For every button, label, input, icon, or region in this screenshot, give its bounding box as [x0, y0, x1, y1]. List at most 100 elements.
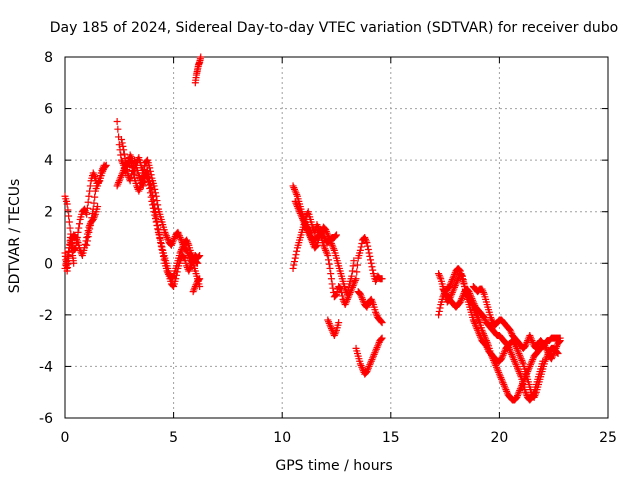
data-point [363, 239, 371, 247]
data-point [157, 236, 165, 244]
data-point [314, 222, 322, 230]
data-point [75, 220, 83, 228]
data-point [89, 205, 97, 213]
data-point [324, 252, 332, 260]
data-point [472, 323, 480, 331]
data-point [135, 187, 143, 195]
data-point [136, 185, 144, 193]
series-pass-8 [189, 275, 204, 296]
data-point [516, 369, 524, 377]
data-point [66, 224, 74, 232]
data-point [514, 392, 521, 400]
data-point [553, 343, 561, 351]
data-point [330, 245, 338, 253]
data-point [183, 236, 191, 244]
data-point [136, 184, 144, 192]
data-point [326, 264, 334, 272]
data-point [319, 241, 327, 249]
data-point [515, 350, 523, 358]
data-point [510, 356, 518, 364]
data-point [153, 221, 161, 229]
data-point [86, 225, 94, 233]
data-point [502, 386, 510, 394]
data-point [446, 281, 454, 289]
data-point [477, 333, 485, 341]
data-point [333, 231, 340, 239]
data-point [472, 321, 480, 329]
data-point [300, 218, 308, 226]
data-point [471, 319, 479, 327]
data-point [516, 351, 524, 359]
data-point [366, 252, 374, 260]
data-point [364, 242, 372, 250]
data-point [115, 177, 123, 185]
data-point [176, 249, 184, 257]
data-point [87, 218, 95, 226]
data-point [342, 299, 350, 307]
data-point [357, 243, 365, 251]
data-point [86, 182, 94, 190]
data-point [449, 287, 457, 295]
data-point [141, 169, 149, 177]
data-point [349, 282, 357, 290]
data-point [120, 165, 128, 173]
data-point [147, 193, 155, 201]
data-point [377, 335, 385, 343]
data-point [320, 243, 328, 251]
data-point [474, 328, 482, 336]
data-point [543, 347, 551, 355]
data-point [197, 53, 205, 61]
data-point [117, 151, 125, 159]
data-point [323, 250, 331, 258]
data-point [190, 286, 198, 294]
data-point [474, 326, 482, 334]
data-point [487, 313, 495, 321]
data-point [457, 270, 465, 278]
data-point [542, 345, 550, 353]
data-point [448, 290, 456, 298]
data-point [470, 318, 478, 326]
data-point [542, 344, 550, 352]
data-point [63, 200, 71, 208]
data-point [295, 206, 303, 214]
data-point [500, 380, 508, 388]
data-point [84, 227, 92, 235]
data-point [363, 303, 371, 311]
data-point [460, 279, 468, 287]
data-point [494, 367, 502, 375]
data-point [293, 247, 301, 255]
data-point [144, 174, 152, 182]
data-point [292, 251, 300, 259]
data-point [329, 243, 337, 251]
data-point [368, 263, 376, 271]
data-point [498, 353, 506, 361]
data-point [322, 227, 330, 235]
data-point [332, 328, 340, 336]
data-point [180, 253, 188, 261]
data-point [291, 185, 299, 193]
data-point [149, 201, 157, 209]
data-point [292, 199, 300, 207]
data-point [469, 316, 477, 324]
data-point [91, 172, 99, 180]
series-pass-3 [61, 234, 78, 275]
data-point [349, 262, 357, 270]
y-tick-label: 4 [44, 153, 53, 169]
data-point [506, 326, 514, 334]
data-point [99, 167, 107, 175]
data-point [164, 235, 172, 243]
data-point [192, 258, 200, 266]
data-point [302, 223, 310, 231]
data-point [515, 388, 523, 396]
y-axis-label: SDTVAR / TECUs [7, 179, 23, 294]
data-point [130, 171, 138, 179]
data-point [196, 252, 204, 260]
data-point [141, 162, 149, 170]
data-point [98, 169, 106, 177]
data-point [186, 265, 194, 273]
data-point [297, 211, 305, 219]
data-point [169, 282, 177, 290]
data-point [369, 266, 377, 274]
data-point [120, 146, 128, 154]
data-point [168, 274, 176, 282]
